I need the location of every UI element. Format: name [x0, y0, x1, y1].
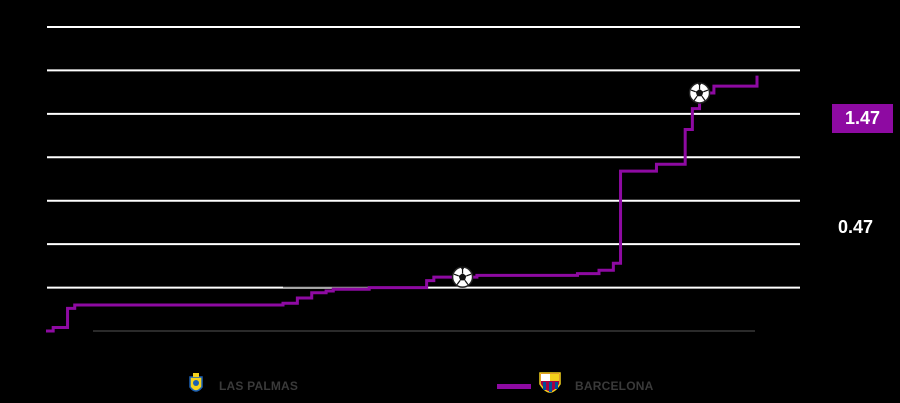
goal-ball-icon [688, 82, 711, 104]
barcelona-xg-line [46, 75, 759, 333]
goal-ball-icon [451, 266, 474, 288]
goal-markers [451, 82, 711, 288]
legend-swatch-barcelona [497, 383, 531, 389]
legend-barcelona: BARCELONA [497, 370, 654, 403]
las-palmas-crest-icon [185, 371, 207, 402]
las-palmas-final-xg-label: 0.47 [838, 217, 874, 237]
legend-label-barcelona: BARCELONA [575, 379, 654, 393]
gridlines [47, 26, 800, 289]
legend-label-las-palmas: LAS PALMAS [219, 379, 299, 393]
legend-las-palmas: LAS PALMAS [185, 372, 298, 400]
barcelona-crest-icon [537, 370, 563, 403]
barcelona-final-xg-label: 1.47 [832, 104, 893, 133]
